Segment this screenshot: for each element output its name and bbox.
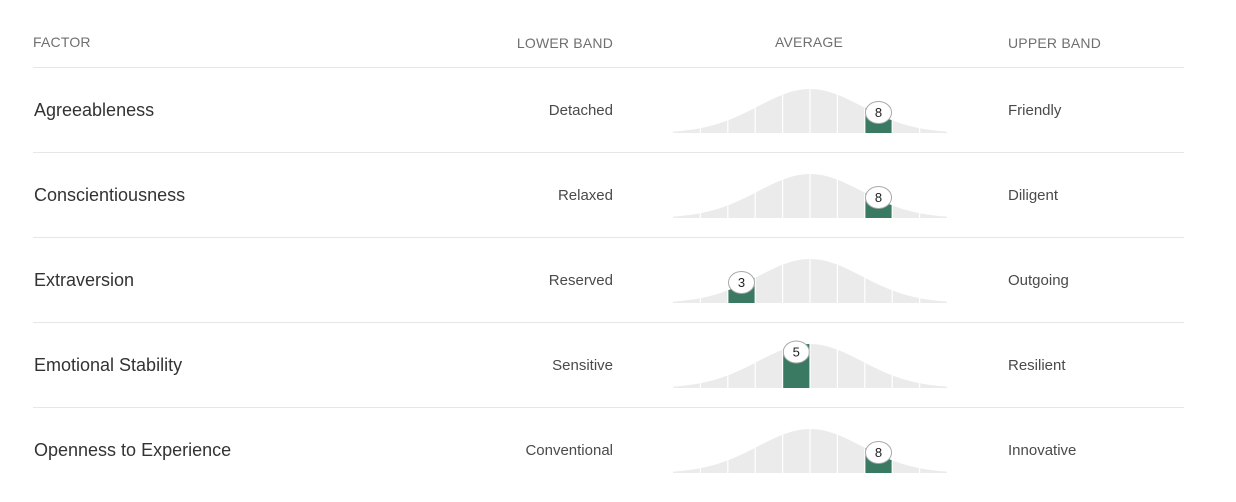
distribution-segment bbox=[919, 429, 947, 473]
factor-row-agreeableness: Agreeableness Detached 8 Friendly bbox=[33, 68, 1184, 153]
lower-band-label: Relaxed bbox=[557, 187, 613, 204]
distribution-segment bbox=[700, 174, 728, 218]
distribution-segment bbox=[755, 89, 783, 133]
column-header-factor: FACTOR bbox=[33, 34, 91, 50]
factor-name: Conscientiousness bbox=[34, 185, 186, 205]
factor-row-openness: Openness to Experience Conventional 8 In… bbox=[33, 408, 1184, 492]
distribution-segment bbox=[755, 344, 783, 388]
distribution-segment bbox=[919, 89, 947, 133]
distribution-segment bbox=[673, 344, 701, 388]
score-value: 8 bbox=[875, 105, 882, 120]
distribution-segment bbox=[892, 89, 920, 133]
column-header-upper-band: UPPER BAND bbox=[1008, 35, 1102, 51]
distribution-segment bbox=[782, 89, 810, 133]
personality-factor-table: FACTOR LOWER BAND AVERAGE UPPER BAND Agr… bbox=[33, 0, 1184, 492]
upper-band-label: Innovative bbox=[1008, 442, 1077, 459]
distribution-segment bbox=[727, 89, 756, 133]
factor-name: Emotional Stability bbox=[34, 355, 183, 375]
score-marker bbox=[865, 100, 892, 124]
score-distribution-gauge: 8 bbox=[673, 170, 947, 220]
distribution-segment bbox=[700, 259, 728, 303]
score-distribution-gauge: 3 bbox=[673, 255, 947, 305]
bell-curve-chart: 3 bbox=[673, 259, 947, 303]
distribution-segment bbox=[673, 89, 701, 133]
distribution-segment bbox=[755, 174, 783, 218]
distribution-segment bbox=[727, 344, 756, 388]
lower-band-label: Sensitive bbox=[552, 357, 613, 374]
distribution-segment bbox=[810, 174, 838, 218]
distribution-segment bbox=[755, 429, 783, 473]
lower-band-label: Reserved bbox=[548, 272, 613, 289]
distribution-segment bbox=[837, 344, 865, 388]
factor-row-extraversion: Extraversion Reserved 3 Outgoing bbox=[33, 238, 1184, 323]
distribution-segment bbox=[919, 259, 947, 303]
score-value: 8 bbox=[875, 190, 882, 205]
distribution-segment bbox=[837, 259, 865, 303]
upper-band-label: Outgoing bbox=[1008, 272, 1069, 289]
distribution-segment bbox=[727, 429, 756, 473]
factor-row-conscientiousness: Conscientiousness Relaxed 8 Diligent bbox=[33, 153, 1184, 238]
score-marker bbox=[782, 340, 810, 364]
score-marker bbox=[728, 270, 755, 294]
score-distribution-gauge: 8 bbox=[673, 425, 947, 475]
bell-curve-chart: 8 bbox=[673, 174, 947, 218]
distribution-segment bbox=[837, 89, 865, 133]
distribution-segment bbox=[673, 429, 701, 473]
distribution-segment bbox=[673, 174, 701, 218]
score-value: 5 bbox=[793, 345, 800, 360]
factor-name: Agreeableness bbox=[34, 100, 155, 120]
distribution-segment bbox=[700, 89, 728, 133]
distribution-segment bbox=[673, 259, 701, 303]
distribution-segment bbox=[782, 429, 810, 473]
score-value: 8 bbox=[875, 445, 882, 460]
score-distribution-gauge: 5 bbox=[673, 340, 947, 390]
score-distribution-gauge: 8 bbox=[673, 85, 947, 135]
distribution-segment bbox=[782, 259, 810, 303]
distribution-segment bbox=[837, 174, 865, 218]
upper-band-label: Friendly bbox=[1008, 102, 1062, 119]
score-marker bbox=[865, 185, 892, 209]
column-header-average: AVERAGE bbox=[775, 34, 844, 50]
bell-curve-chart: 8 bbox=[673, 429, 947, 473]
table-header: FACTOR LOWER BAND AVERAGE UPPER BAND bbox=[33, 0, 1184, 68]
distribution-segment bbox=[919, 174, 947, 218]
factor-row-emotional-stability: Emotional Stability Sensitive 5 Resilien… bbox=[33, 323, 1184, 408]
distribution-segment bbox=[727, 174, 756, 218]
distribution-segment bbox=[782, 174, 810, 218]
factor-name: Openness to Experience bbox=[34, 440, 232, 460]
factor-name: Extraversion bbox=[34, 270, 135, 290]
upper-band-label: Resilient bbox=[1008, 357, 1066, 374]
distribution-segment bbox=[864, 259, 893, 303]
score-value: 3 bbox=[738, 275, 745, 290]
distribution-segment bbox=[810, 259, 838, 303]
distribution-segment bbox=[700, 344, 728, 388]
score-marker bbox=[865, 440, 892, 464]
distribution-segment bbox=[810, 89, 838, 133]
distribution-segment bbox=[810, 344, 838, 388]
distribution-segment bbox=[892, 174, 920, 218]
distribution-segment bbox=[892, 259, 920, 303]
upper-band-label: Diligent bbox=[1008, 187, 1059, 204]
column-header-lower-band: LOWER BAND bbox=[516, 35, 613, 51]
distribution-segment bbox=[837, 429, 865, 473]
lower-band-label: Conventional bbox=[525, 442, 613, 459]
distribution-segment bbox=[810, 429, 838, 473]
lower-band-label: Detached bbox=[548, 102, 613, 119]
distribution-segment bbox=[755, 259, 783, 303]
bell-curve-chart: 5 bbox=[673, 340, 947, 388]
bell-curve-chart: 8 bbox=[673, 89, 947, 133]
distribution-segment bbox=[919, 344, 947, 388]
distribution-segment bbox=[864, 344, 893, 388]
distribution-segment bbox=[892, 429, 920, 473]
distribution-segment bbox=[892, 344, 920, 388]
distribution-segment bbox=[700, 429, 728, 473]
